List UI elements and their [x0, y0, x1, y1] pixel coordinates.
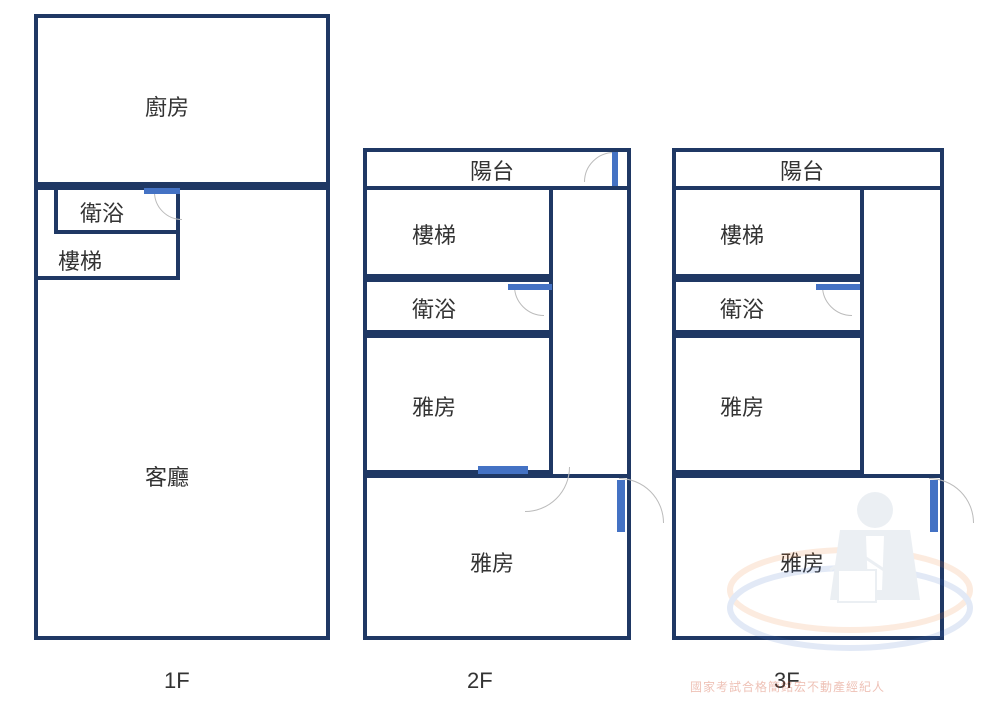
room-label-3F-room1: 雅房	[720, 390, 764, 422]
room-label-2F-room1: 雅房	[412, 390, 456, 422]
door-marker	[144, 188, 180, 194]
room-2F-room1	[363, 334, 553, 474]
door-marker	[617, 480, 625, 532]
room-label-3F-bath: 衛浴	[720, 292, 764, 324]
floor-label-2F: 2F	[467, 668, 493, 694]
room-label-3F-room2: 雅房	[780, 546, 824, 578]
room-label-2F-stairs: 樓梯	[412, 218, 456, 250]
room-1F-living	[34, 186, 330, 640]
watermark-text: 國家考試合格簡銘宏不動產經紀人	[690, 678, 885, 695]
door-marker	[508, 284, 552, 290]
room-label-1F-living: 客廳	[145, 460, 189, 492]
door-marker	[930, 480, 938, 532]
room-label-1F-kitchen: 廚房	[145, 90, 189, 122]
floor-label-1F: 1F	[164, 668, 190, 694]
room-2F-stairs	[363, 186, 553, 278]
room-label-2F-room2: 雅房	[470, 546, 514, 578]
room-label-2F-bath: 衛浴	[412, 292, 456, 324]
room-3F-stairs	[672, 186, 864, 278]
room-label-2F-balcony: 陽台	[470, 154, 514, 186]
door-marker	[816, 284, 860, 290]
room-label-3F-stairs: 樓梯	[720, 218, 764, 250]
door-marker	[612, 152, 618, 186]
room-label-3F-balcony: 陽台	[780, 154, 824, 186]
door-marker	[478, 466, 528, 474]
room-3F-room1	[672, 334, 864, 474]
